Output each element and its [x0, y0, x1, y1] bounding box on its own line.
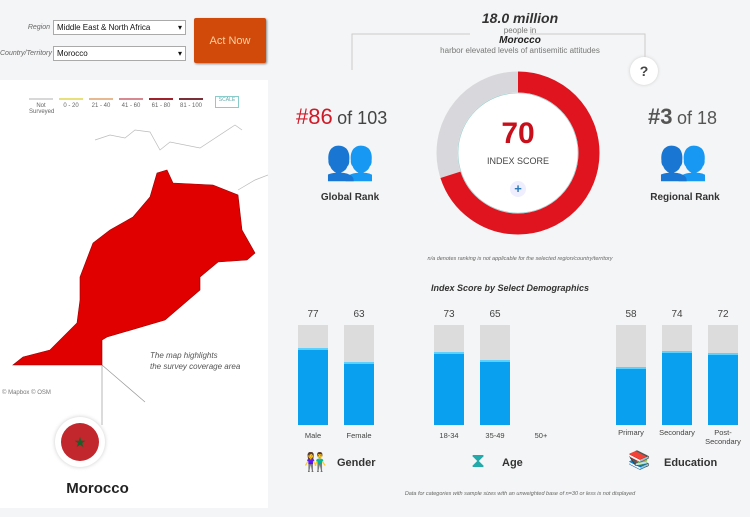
demographics-title: Index Score by Select Demographics [430, 283, 590, 293]
global-rank-value: #86 of 103 [296, 104, 388, 129]
map-panel[interactable]: Not Surveyed 0 - 20 21 - 40 41 - 60 61 - 80 8… [0, 80, 268, 508]
map-note: The map highlights the survey coverage ar… [150, 351, 241, 371]
bar-value: 77 [307, 309, 319, 320]
map-border-line [101, 364, 146, 425]
legend-item: 21 - 40 [89, 98, 113, 115]
people-group-icon: 👥 [658, 138, 708, 182]
bar-value: 74 [671, 309, 683, 320]
donut-score-arc [436, 71, 600, 235]
bar-fill [344, 362, 374, 425]
legend-item: 81 - 100 [179, 98, 203, 115]
group-education: Education [664, 457, 718, 469]
bar-value: 73 [443, 309, 455, 320]
regional-rank-label: Regional Rank [650, 192, 720, 203]
bar-value: 65 [489, 309, 501, 320]
bar-category: Male [304, 431, 322, 440]
group-gender: Gender [337, 457, 376, 469]
bar-track [434, 325, 464, 425]
country-name: Morocco [66, 480, 129, 497]
map-legend: Not Surveyed 0 - 20 21 - 40 41 - 60 61 - 80 8… [29, 98, 203, 115]
country-value: Morocco [57, 49, 88, 58]
bar-category: 18-34 [439, 431, 459, 440]
bar-value: 63 [353, 309, 365, 320]
bar-track [616, 325, 646, 425]
morocco-shape [12, 169, 256, 366]
bar-category: 35-49 [485, 431, 505, 440]
country-select[interactable]: Morocco ▾ [53, 46, 186, 61]
bar-fill [708, 353, 738, 425]
map-border-line [237, 174, 268, 191]
bar-track [344, 325, 374, 425]
bar-fill [298, 348, 328, 425]
bar-track [662, 325, 692, 425]
legend-item: 0 - 20 [59, 98, 83, 115]
region-value: Middle East & North Africa [57, 23, 151, 32]
na-note: n/a denotes ranking is not applicable fo… [427, 256, 613, 262]
legend-item: 41 - 60 [119, 98, 143, 115]
legend-item: Not Surveyed [29, 98, 54, 115]
flag-badge: ★ [55, 417, 105, 467]
bar-track [298, 325, 328, 425]
hourglass-icon: ⧗ [471, 450, 486, 472]
education-icon: 📚 [628, 450, 651, 470]
global-rank-label: Global Rank [320, 192, 380, 203]
bar-track [480, 325, 510, 425]
scale-button[interactable]: SCALE [215, 96, 239, 108]
demographics-footnote: Data for categories with sample sizes wi… [404, 491, 636, 497]
bar-fill [616, 367, 646, 425]
bar-fill [434, 352, 464, 425]
morocco-flag-icon: ★ [61, 423, 99, 461]
bar-track [708, 325, 738, 425]
bar-category: Primary [618, 428, 644, 437]
people-group-icon: 👥 [325, 138, 375, 182]
bar-fill [480, 360, 510, 425]
map-canvas[interactable] [0, 80, 268, 508]
bar-category: Secondary [659, 428, 695, 437]
donut-center [457, 92, 579, 214]
legend-item: 61 - 80 [149, 98, 173, 115]
map-border-line [94, 124, 243, 151]
bar-category: 50+ [534, 431, 548, 440]
bar-value: 72 [717, 309, 729, 320]
gender-icon: 👫 [304, 452, 327, 472]
bar-category: Female [346, 431, 372, 440]
index-score-label: INDEX SCORE [486, 156, 549, 166]
country-label: Country/Territory [0, 50, 52, 57]
group-age: Age [502, 457, 523, 469]
summary: 18.0 million people in Morocco harbor el… [440, 10, 600, 55]
region-select[interactable]: Middle East & North Africa ▾ [53, 20, 186, 35]
map-credit: © Mapbox © OSM [2, 390, 51, 396]
bar-value: 58 [625, 309, 637, 320]
chevron-down-icon: ▾ [177, 23, 182, 32]
region-label: Region [27, 24, 50, 31]
index-donut [436, 71, 600, 235]
act-now-button[interactable]: Act Now [194, 18, 266, 63]
regional-rank-value: #3 of 18 [648, 104, 717, 129]
bar-fill [662, 351, 692, 425]
chevron-down-icon: ▾ [177, 49, 182, 58]
index-score: 70 [501, 117, 535, 150]
help-button[interactable]: ? [630, 57, 658, 85]
expand-plus-button[interactable]: + [510, 181, 526, 197]
bar-category: Post-Secondary [705, 428, 741, 446]
